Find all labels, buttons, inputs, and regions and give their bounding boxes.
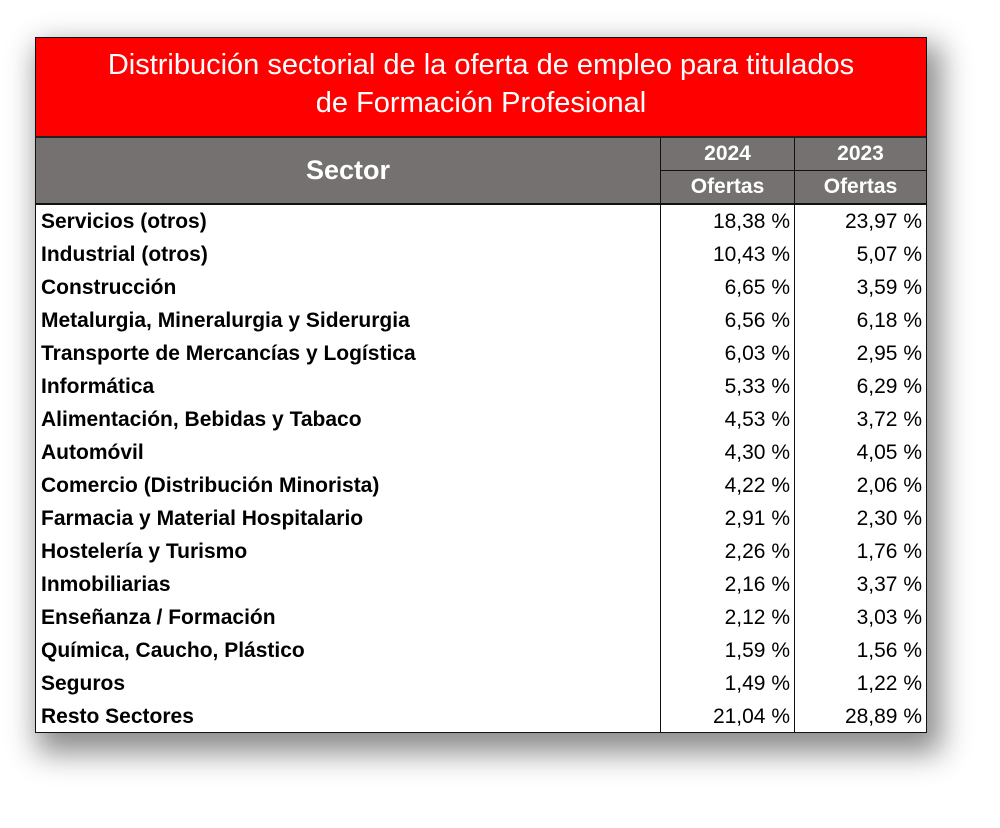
value-2024-cell: 5,33 % bbox=[661, 370, 795, 403]
sector-cell: Seguros bbox=[36, 667, 661, 700]
value-2023-cell: 1,22 % bbox=[856, 672, 922, 695]
value-2023-cell: 28,89 % bbox=[844, 705, 922, 728]
table-row: Resto Sectores 21,04 % 28,89 % bbox=[36, 700, 926, 733]
value-2024-cell: 1,59 % bbox=[661, 634, 795, 667]
table-row: Industrial (otros) 10,43 % 5,07 % bbox=[36, 238, 926, 271]
sector-cell: Resto Sectores bbox=[36, 700, 661, 733]
header-ofertas-2024: Ofertas bbox=[661, 171, 795, 203]
table-title: Distribución sectorial de la oferta de e… bbox=[36, 38, 926, 138]
table-row: Metalurgia, Mineralurgia y Siderurgia 6,5… bbox=[36, 304, 926, 337]
table-row: Construcción 6,65 % 3,59 % bbox=[36, 271, 926, 304]
value-2023-cell: 6,18 % bbox=[856, 309, 922, 332]
value-2024-cell: 6,56 % bbox=[661, 304, 795, 337]
value-2023-cell: 2,30 % bbox=[856, 507, 922, 530]
table-row: Transporte de Mercancías y Logística 6,03… bbox=[36, 337, 926, 370]
value-2023-cell: 3,72 % bbox=[856, 408, 922, 431]
value-2024-cell: 2,26 % bbox=[661, 535, 795, 568]
value-2024-cell: 21,04 % bbox=[661, 700, 795, 733]
table-row: Automóvil 4,30 % 4,05 % bbox=[36, 436, 926, 469]
title-line-1: Distribución sectorial de la oferta de e… bbox=[107, 49, 855, 81]
sector-cell: Informática bbox=[36, 370, 661, 403]
sector-table: Distribución sectorial de la oferta de e… bbox=[35, 37, 927, 733]
sector-cell: Transporte de Mercancías y Logística bbox=[36, 337, 661, 370]
value-2023-cell: 2,95 % bbox=[856, 342, 922, 365]
table-row: Hostelería y Turismo 2,26 % 1,76 % bbox=[36, 535, 926, 568]
table-row: Inmobiliarias 2,16 % 3,37 % bbox=[36, 568, 926, 601]
value-2024-cell: 6,65 % bbox=[661, 271, 795, 304]
header-ofertas-2023: Ofertas bbox=[823, 175, 898, 198]
table-row: Servicios (otros) 18,38 % 23,97 % bbox=[36, 205, 926, 238]
value-2024-cell: 4,22 % bbox=[661, 469, 795, 502]
header-sector: Sector bbox=[36, 138, 661, 203]
table-row: Informática 5,33 % 6,29 % bbox=[36, 370, 926, 403]
sector-cell: Industrial (otros) bbox=[36, 238, 661, 271]
header-2024: 2024 bbox=[661, 138, 795, 171]
header-2023: 2023 bbox=[795, 138, 926, 171]
value-2023-cell: 3,37 % bbox=[856, 573, 922, 596]
value-2024-cell: 2,91 % bbox=[661, 502, 795, 535]
value-2024-cell: 6,03 % bbox=[661, 337, 795, 370]
value-2023-cell: 5,07 % bbox=[856, 243, 922, 266]
sector-cell: Comercio (Distribución Minorista) bbox=[36, 469, 661, 502]
value-2024-cell: 4,30 % bbox=[661, 436, 795, 469]
sector-cell: Química, Caucho, Plástico bbox=[36, 634, 661, 667]
sector-cell: Construcción bbox=[36, 271, 661, 304]
sector-cell: Enseñanza / Formación bbox=[36, 601, 661, 634]
value-2024-cell: 4,53 % bbox=[661, 403, 795, 436]
sector-cell: Servicios (otros) bbox=[36, 205, 661, 238]
value-2023-cell: 3,59 % bbox=[856, 276, 922, 299]
table-row: Enseñanza / Formación 2,12 % 3,03 % bbox=[36, 601, 926, 634]
value-2024-cell: 2,16 % bbox=[661, 568, 795, 601]
value-2023-cell: 23,97 % bbox=[844, 210, 922, 233]
table-header: Sector 2024 2023 Ofertas Ofertas bbox=[36, 138, 926, 205]
table-body: Servicios (otros) 18,38 % 23,97 % Industria… bbox=[36, 205, 926, 733]
title-line-2: de Formación Profesional bbox=[315, 87, 647, 119]
sector-cell: Alimentación, Bebidas y Tabaco bbox=[36, 403, 661, 436]
value-2023-cell: 3,03 % bbox=[856, 606, 922, 629]
table-row: Comercio (Distribución Minorista) 4,22 % 2… bbox=[36, 469, 926, 502]
sector-cell: Inmobiliarias bbox=[36, 568, 661, 601]
value-2023-cell: 2,06 % bbox=[856, 474, 922, 497]
value-2024-cell: 10,43 % bbox=[661, 238, 795, 271]
table-row: Farmacia y Material Hospitalario 2,91 % 2,… bbox=[36, 502, 926, 535]
table-row: Química, Caucho, Plástico 1,59 % 1,56 % bbox=[36, 634, 926, 667]
table-row: Seguros 1,49 % 1,22 % bbox=[36, 667, 926, 700]
value-2024-cell: 1,49 % bbox=[661, 667, 795, 700]
sector-cell: Metalurgia, Mineralurgia y Siderurgia bbox=[36, 304, 661, 337]
value-2024-cell: 2,12 % bbox=[661, 601, 795, 634]
sector-cell: Automóvil bbox=[36, 436, 661, 469]
value-2023-cell: 1,56 % bbox=[856, 639, 922, 662]
sector-cell: Farmacia y Material Hospitalario bbox=[36, 502, 661, 535]
value-2023-cell: 6,29 % bbox=[856, 375, 922, 398]
value-2023-cell: 1,76 % bbox=[856, 540, 922, 563]
value-2024-cell: 18,38 % bbox=[661, 205, 795, 238]
sector-cell: Hostelería y Turismo bbox=[36, 535, 661, 568]
value-2023-cell: 4,05 % bbox=[856, 441, 922, 464]
table-row: Alimentación, Bebidas y Tabaco 4,53 % 3,72… bbox=[36, 403, 926, 436]
